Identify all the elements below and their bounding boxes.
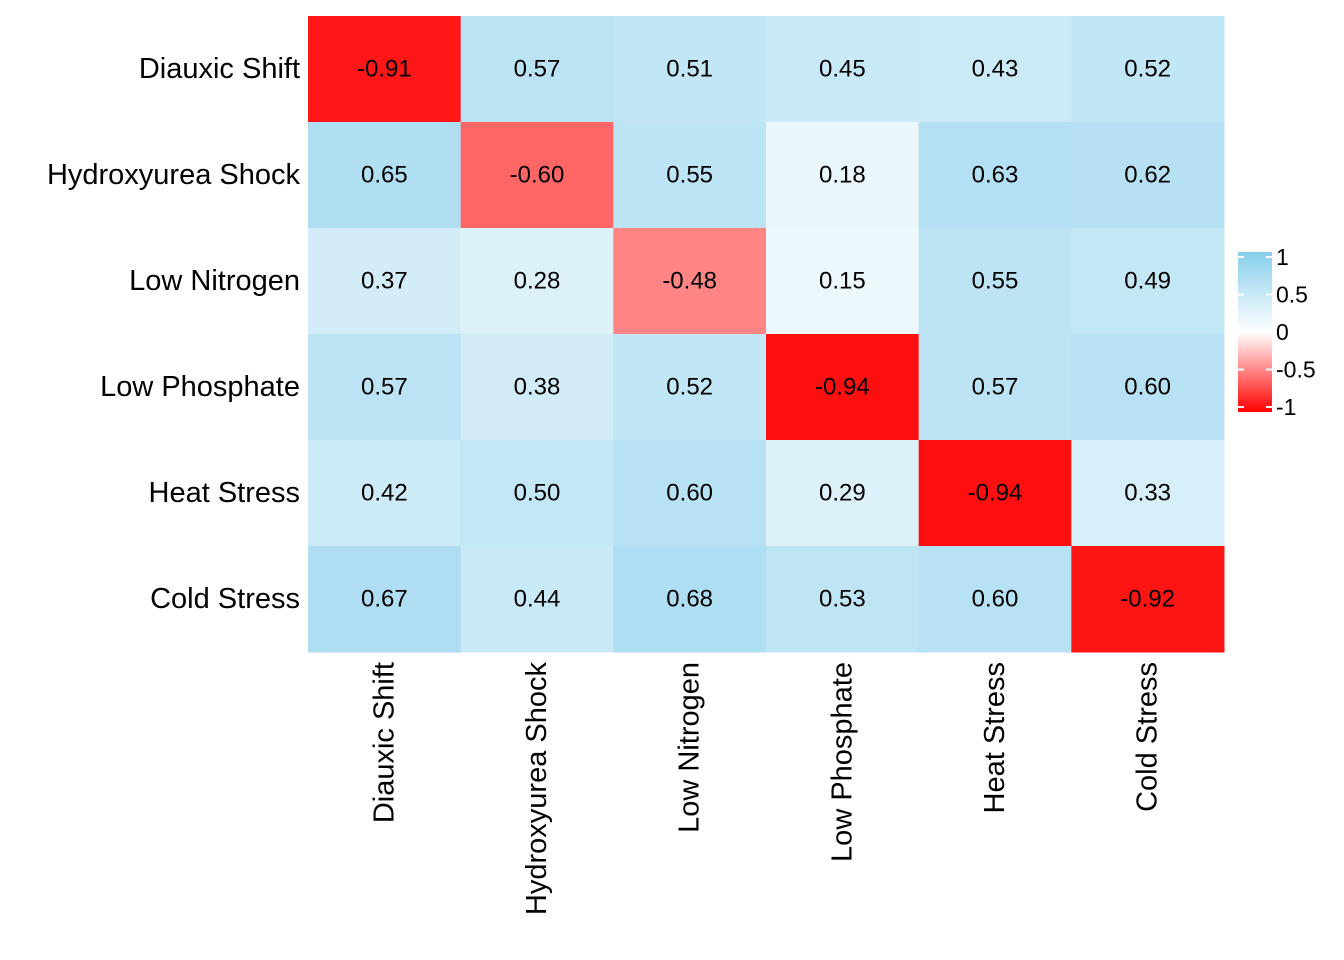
heatmap-cell (918, 228, 1072, 335)
cell-value-label: 0.49 (1124, 268, 1171, 295)
heatmap-cell (1071, 546, 1225, 653)
x-tick-label: Cold Stress (1132, 662, 1164, 812)
cell-value-label: -0.60 (510, 162, 565, 189)
cell-value-label: 0.52 (1124, 56, 1171, 83)
cell-value-label: -0.91 (357, 56, 412, 83)
x-tick-label: Hydroxyurea Shock (521, 662, 553, 916)
heatmap-cell (918, 122, 1072, 229)
y-tick-label: Heat Stress (149, 477, 301, 509)
cell-value-label: 0.37 (361, 268, 408, 295)
legend-tick-label: 0 (1276, 319, 1289, 345)
cell-value-label: 0.57 (972, 374, 1019, 401)
heatmap-cell (613, 334, 767, 441)
cell-value-label: 0.60 (972, 586, 1019, 613)
y-axis-tick-labels: Diauxic Shift Hydroxyurea Shock Low Nitrog… (47, 53, 301, 615)
x-tick-label: Diauxic Shift (368, 662, 400, 823)
x-tick-label: Heat Stress (979, 662, 1011, 814)
heatmap-cell (1071, 16, 1225, 123)
cell-value-label: -0.92 (1120, 586, 1175, 613)
heatmap-cell (613, 546, 767, 653)
x-tick-label: Low Phosphate (826, 662, 858, 862)
cell-value-label: 0.68 (666, 586, 713, 613)
cell-value-label: 0.45 (819, 56, 866, 83)
heatmap-cell (308, 16, 462, 123)
cell-value-label: 0.15 (819, 268, 866, 295)
heatmap-cell (613, 440, 767, 547)
x-axis-tick-labels: Diauxic Shift Hydroxyurea Shock Low Nitrog… (368, 662, 1163, 916)
heatmap-cell (308, 546, 462, 653)
heatmap-cell (460, 16, 614, 123)
legend-ticks: 1 0.5 0 -0.5 -1 (1238, 244, 1316, 420)
cell-value-label: 0.18 (819, 162, 866, 189)
heatmap-cell (1071, 334, 1225, 441)
heatmap-cell (308, 228, 462, 335)
heatmap-cell (460, 546, 614, 653)
heatmap-cell (613, 122, 767, 229)
heatmap-cell (308, 334, 462, 441)
cell-value-label: 0.29 (819, 480, 866, 507)
heatmap-cell (766, 546, 920, 653)
legend-tick-label: 1 (1276, 244, 1289, 270)
heatmap-cell (460, 228, 614, 335)
cell-value-label: 0.55 (666, 162, 713, 189)
cell-value-label: 0.57 (361, 374, 408, 401)
y-tick-label: Low Nitrogen (129, 265, 300, 297)
legend-tick-label: 0.5 (1276, 282, 1308, 308)
heatmap-cell (766, 440, 920, 547)
cell-value-label: 0.60 (666, 480, 713, 507)
heatmap-cell (308, 440, 462, 547)
cell-value-label: 0.28 (514, 268, 561, 295)
heatmap-cell (1071, 122, 1225, 229)
heatmap-cell (918, 334, 1072, 441)
cell-value-label: 0.50 (514, 480, 561, 507)
cell-value-label: 0.43 (972, 56, 1019, 83)
cell-value-label: 0.51 (666, 56, 713, 83)
cell-value-label: -0.48 (662, 268, 717, 295)
cell-value-label: 0.62 (1124, 162, 1171, 189)
heatmap-cell (918, 16, 1072, 123)
y-tick-label: Hydroxyurea Shock (47, 159, 301, 191)
legend-tick-label: -0.5 (1276, 357, 1316, 383)
heatmap-cell (460, 440, 614, 547)
cell-value-label: 0.57 (514, 56, 561, 83)
heatmap-cell (1071, 440, 1225, 547)
cell-value-label: 0.38 (514, 374, 561, 401)
cell-value-label: -0.94 (968, 480, 1023, 507)
heatmap-cell (766, 334, 920, 441)
cell-value-label: 0.44 (514, 586, 561, 613)
heatmap-cell (766, 122, 920, 229)
x-tick-label: Low Nitrogen (674, 662, 706, 833)
cell-value-label: -0.94 (815, 374, 870, 401)
heatmap-cell (766, 16, 920, 123)
cell-value-label: 0.52 (666, 374, 713, 401)
cell-value-label: 0.65 (361, 162, 408, 189)
heatmap-cell (460, 334, 614, 441)
y-tick-label: Diauxic Shift (139, 53, 300, 85)
heatmap-cell (1071, 228, 1225, 335)
heatmap-cell-labels: -0.91 0.57 0.51 0.45 0.43 0.52 0.65 -0.60 0.55 0.… (357, 56, 1175, 613)
y-tick-label: Cold Stress (150, 583, 300, 615)
y-tick-label: Low Phosphate (100, 371, 300, 403)
cell-value-label: 0.67 (361, 586, 408, 613)
cell-value-label: 0.55 (972, 268, 1019, 295)
heatmap-cell (460, 122, 614, 229)
heatmap-cell (308, 122, 462, 229)
heatmap-cell (918, 440, 1072, 547)
heatmap-cell (613, 228, 767, 335)
cell-value-label: 0.53 (819, 586, 866, 613)
cell-value-label: 0.60 (1124, 374, 1171, 401)
heatmap-cell (766, 228, 920, 335)
color-legend: 1 0.5 0 -0.5 -1 (1238, 244, 1316, 420)
cell-value-label: 0.63 (972, 162, 1019, 189)
heatmap-cell (613, 16, 767, 123)
heatmap-cell (918, 546, 1072, 653)
heatmap-cells (308, 16, 1225, 653)
cell-value-label: 0.42 (361, 480, 408, 507)
cell-value-label: 0.33 (1124, 480, 1171, 507)
legend-tick-label: -1 (1276, 394, 1296, 420)
